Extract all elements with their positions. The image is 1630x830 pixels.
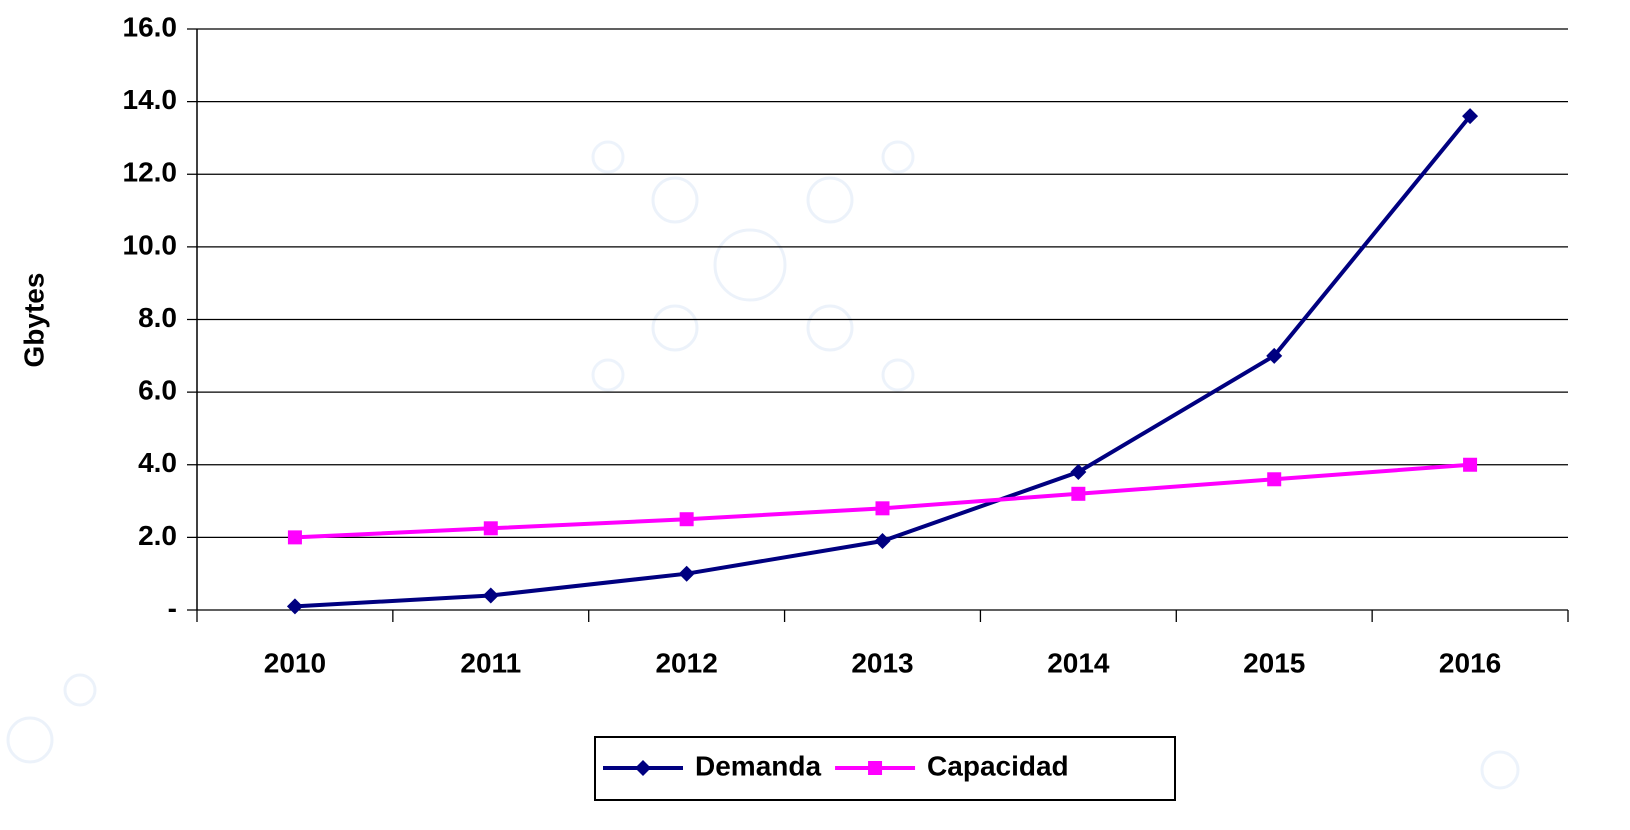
x-tick-label: 2016 bbox=[1439, 647, 1501, 678]
data-point bbox=[286, 598, 303, 615]
data-point bbox=[1070, 464, 1087, 481]
y-tick-label: 16.0 bbox=[123, 11, 178, 42]
y-tick-label: 4.0 bbox=[138, 447, 177, 478]
data-point bbox=[483, 521, 498, 536]
data-point bbox=[287, 530, 302, 545]
y-tick-label: 10.0 bbox=[123, 229, 178, 260]
x-tick-label: 2011 bbox=[460, 647, 521, 678]
x-tick-label: 2012 bbox=[655, 647, 717, 678]
x-tick-label: 2013 bbox=[851, 647, 913, 678]
legend-marker bbox=[868, 761, 883, 775]
data-point bbox=[1266, 347, 1283, 364]
data-point bbox=[482, 587, 499, 604]
y-axis-label: Gbytes bbox=[18, 273, 49, 368]
data-point bbox=[1463, 457, 1478, 472]
y-tick-label: 6.0 bbox=[138, 375, 177, 406]
data-point bbox=[679, 512, 694, 527]
legend-marker bbox=[635, 760, 651, 776]
y-tick-label: 8.0 bbox=[138, 302, 177, 333]
data-line bbox=[294, 114, 1472, 609]
y-tick-label: 2.0 bbox=[138, 520, 177, 551]
data-point bbox=[875, 501, 890, 516]
y-tick-label: 14.0 bbox=[123, 84, 178, 115]
data-line bbox=[294, 462, 1471, 540]
legend-label: Demanda bbox=[695, 750, 821, 781]
data-point bbox=[1462, 108, 1479, 125]
legend-label: Capacidad bbox=[927, 750, 1069, 781]
watermark bbox=[6, 140, 1520, 790]
y-tick-label: 12.0 bbox=[123, 157, 178, 188]
x-tick-label: 2015 bbox=[1243, 647, 1305, 678]
data-point bbox=[678, 565, 695, 582]
data-point bbox=[1267, 472, 1282, 487]
x-tick-label: 2014 bbox=[1047, 647, 1110, 678]
data-point bbox=[1071, 486, 1086, 501]
data-point bbox=[874, 533, 891, 550]
legend: Demanda Capacidad bbox=[594, 736, 1176, 801]
x-tick-label: 2010 bbox=[264, 647, 326, 678]
y-tick-label: - bbox=[168, 592, 177, 623]
